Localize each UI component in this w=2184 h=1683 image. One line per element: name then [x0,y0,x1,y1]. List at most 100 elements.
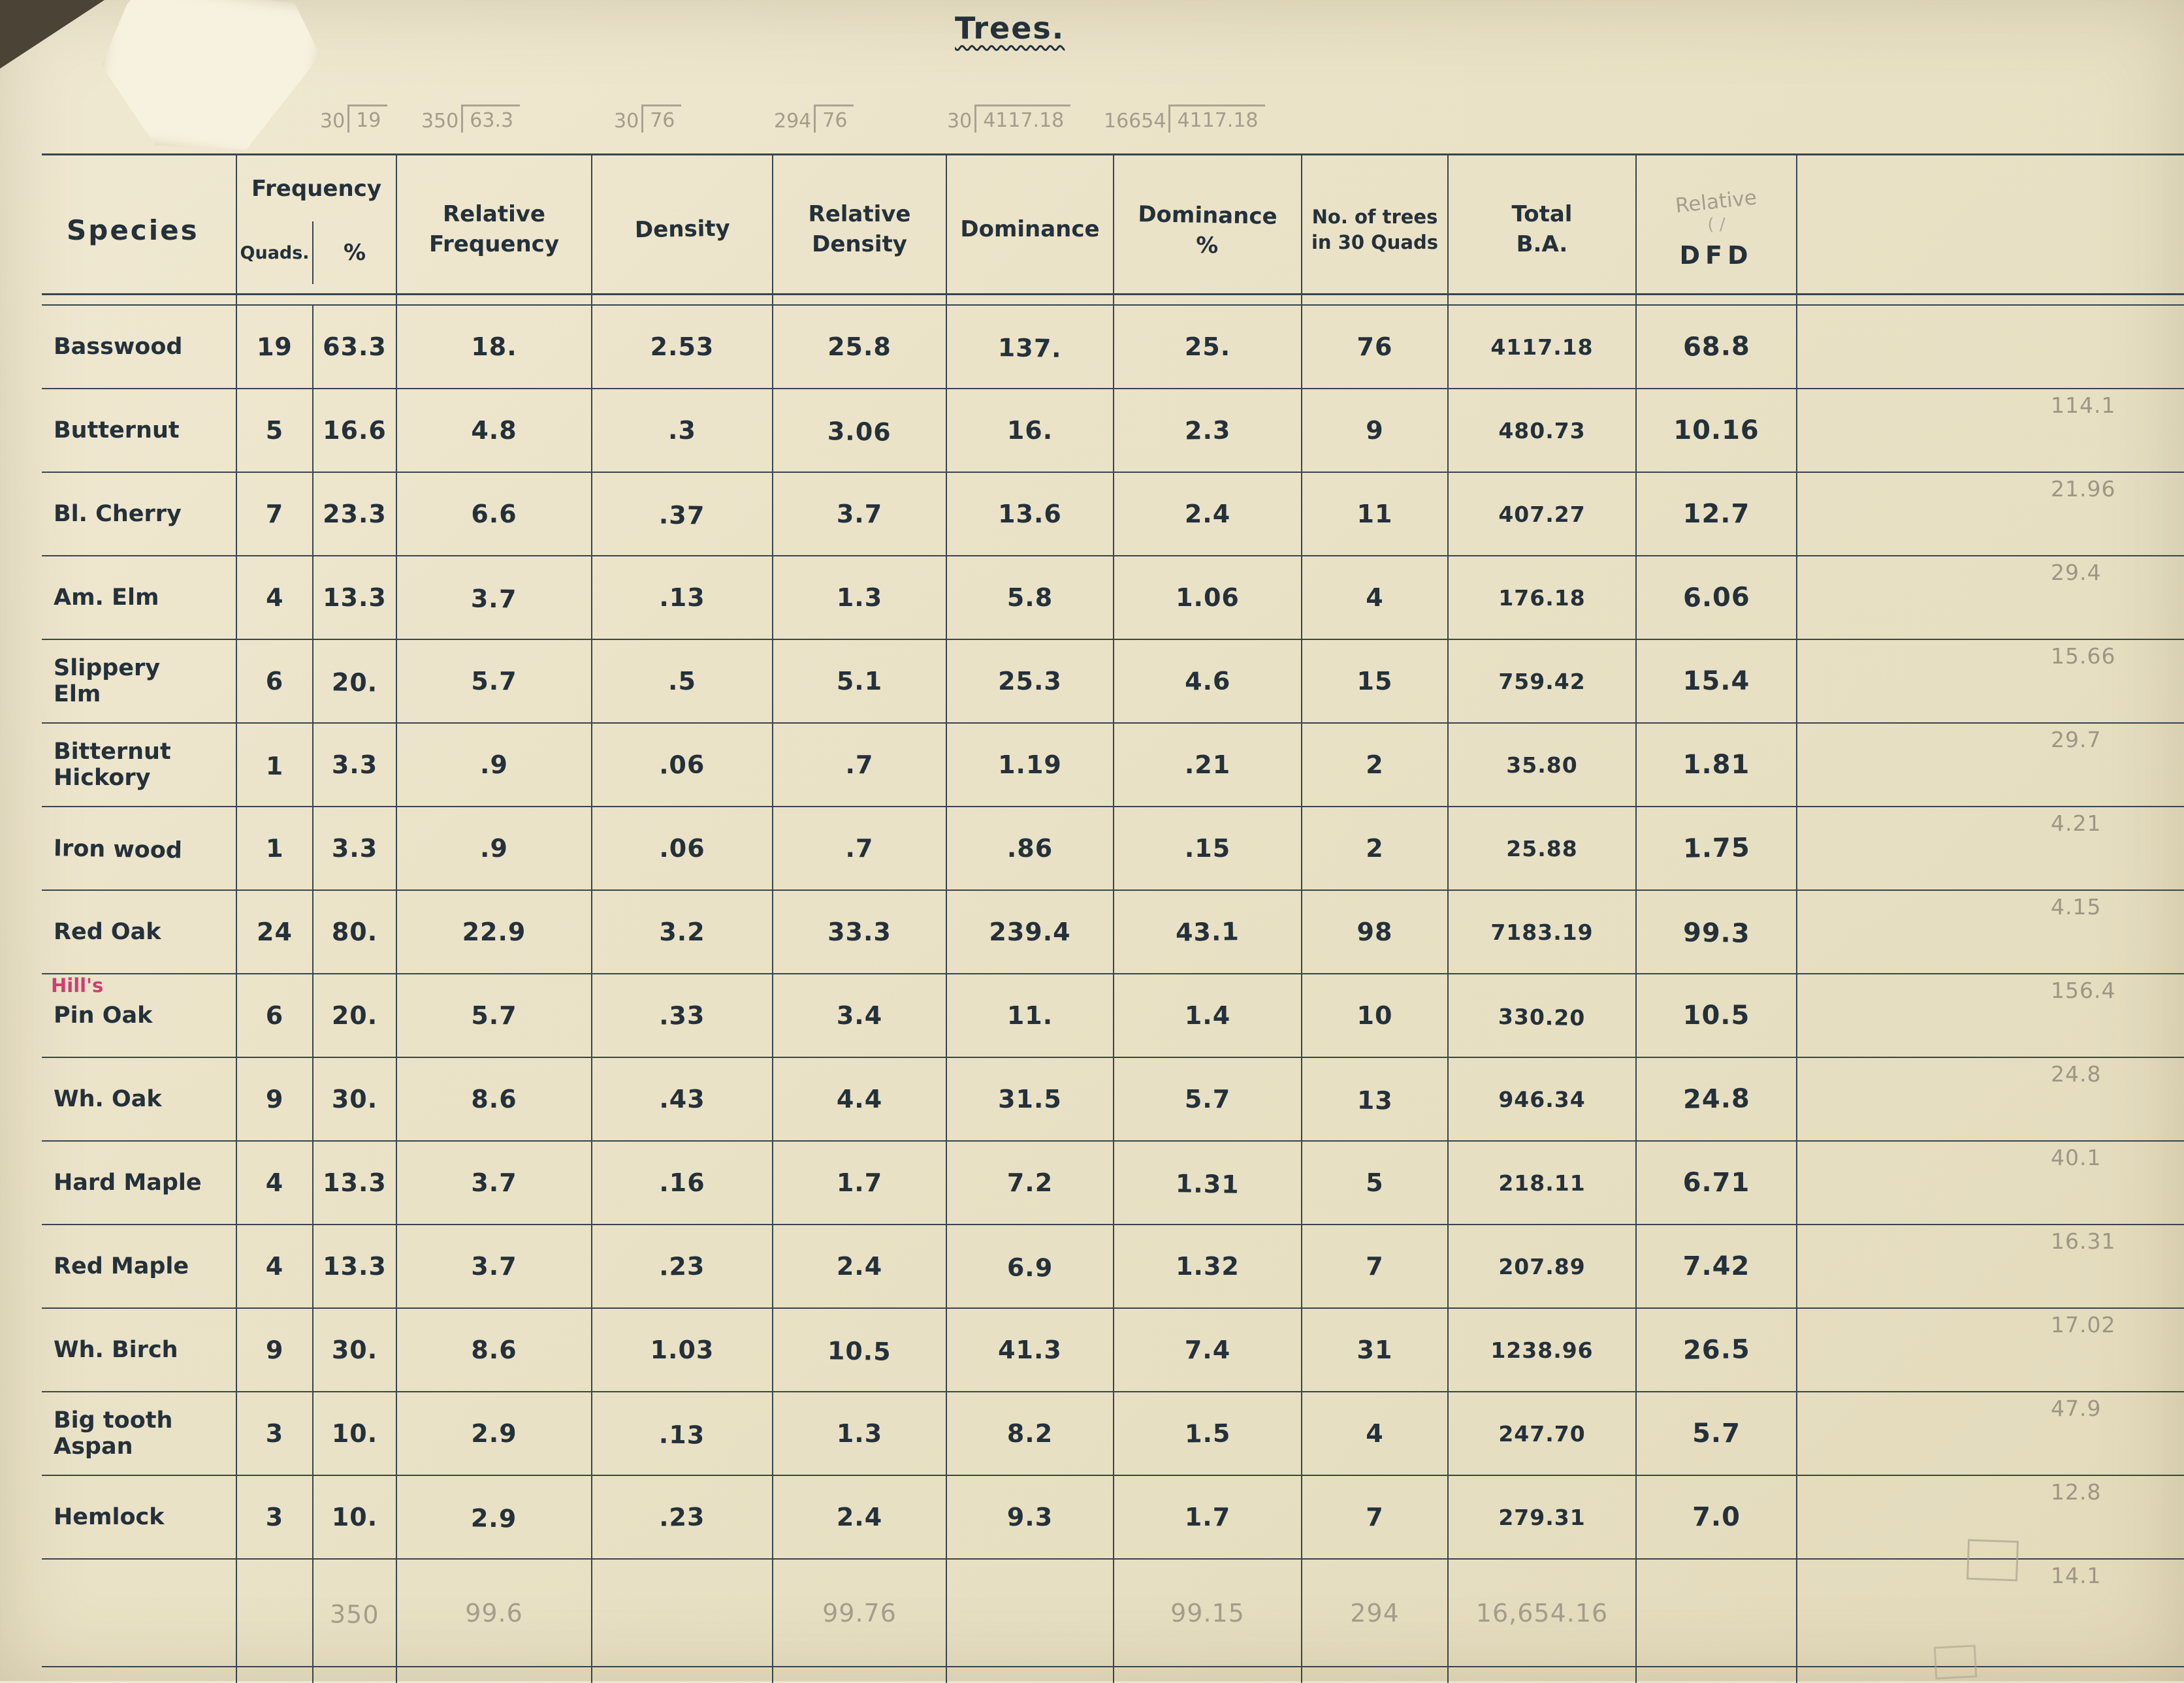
density-cell: 1.03 [592,1309,773,1392]
empty-cell [1797,640,2184,724]
pct-cell: 13.3 [313,1142,397,1225]
total-ba-cell: 247.70 [1449,1392,1637,1476]
torn-corner [0,0,104,69]
density-cell: .13 [592,556,773,640]
dominance-pct-cell: 1.5 [1114,1392,1302,1476]
empty-cell [1797,1225,2184,1309]
pencil-division-note: 30 19 [320,104,388,133]
dfd-cell: 10.5 [1637,974,1797,1058]
quads-cell: 3 [237,1476,313,1560]
dominance-cell: 239.4 [947,891,1114,974]
density-cell: .06 [592,807,773,891]
empty-cell [1797,389,2184,473]
tree-count-cell: 4 [1302,1392,1449,1476]
empty-cell [1797,724,2184,807]
dfd-cell: 1.75 [1637,807,1797,891]
rel-frequency-cell: 8.6 [397,1058,592,1142]
pct-cell: 16.6 [313,389,397,473]
pct-cell: 3.3 [313,724,397,807]
dominance-cell: 16. [947,389,1114,473]
pct-cell: 30. [313,1058,397,1142]
totals-dominance-pct-cell: 99.15 [1114,1560,1302,1667]
empty-cell [1797,974,2184,1058]
empty-cell [1797,891,2184,974]
pct-cell: 13.3 [313,1225,397,1309]
total-ba-cell: 1238.96 [1449,1309,1637,1392]
totals-quads-cell [237,1560,313,1667]
total-ba-cell: 480.73 [1449,389,1637,473]
empty-cell [1797,1142,2184,1225]
dfd-cell: 10.16 [1637,389,1797,473]
paper-tear [91,0,327,167]
dominance-pct-cell: 1.4 [1114,974,1302,1058]
species-cell: Red Oak [42,891,237,974]
empty-cell [1797,1476,2184,1560]
dfd-cell: 6.06 [1637,556,1797,640]
tree-count-cell: 76 [1302,306,1449,389]
pct-cell: 3.3 [313,807,397,891]
dominance-pct-cell: 2.4 [1114,473,1302,556]
pct-cell: 20. [313,640,397,724]
species-cell: Hemlock [42,1476,237,1560]
density-cell: .06 [592,724,773,807]
dfd-cell: 24.8 [1637,1058,1797,1142]
margin-note: 114.1 [2051,393,2116,418]
dominance-pct-cell: 1.7 [1114,1476,1302,1560]
edge-cell [1114,1667,1302,1683]
pct-cell: 23.3 [313,473,397,556]
edge-cell [313,1667,397,1683]
species-cell: Big tooth Aspan [42,1392,237,1476]
margin-note: 21.96 [2051,476,2116,502]
quads-cell: 9 [237,1309,313,1392]
density-cell: .43 [592,1058,773,1142]
quads-cell: 1 [237,724,313,807]
tree-count-cell: 7 [1302,1225,1449,1309]
rel-frequency-cell: 2.9 [397,1392,592,1476]
density-cell: 2.53 [592,306,773,389]
dominance-cell: 25.3 [947,640,1114,724]
dfd-cell: 15.4 [1637,640,1797,724]
dfd-cell: 6.71 [1637,1142,1797,1225]
totals-pct-cell: 350 [313,1560,397,1667]
rel-density-cell: 4.4 [773,1058,947,1142]
dominance-pct-cell: 4.6 [1114,640,1302,724]
species-data-table: Species Frequency Quads. % Relative Freq… [42,153,2184,1683]
species-cell: Basswood [42,306,237,389]
edge-cell [1302,1667,1449,1683]
tree-count-cell: 5 [1302,1142,1449,1225]
dominance-pct-cell: 2.3 [1114,389,1302,473]
quads-cell: 7 [237,473,313,556]
margin-note: 24.8 [2051,1061,2102,1087]
header-frequency-pct: % [312,221,396,285]
pencil-relative-note: Relative [1674,185,1759,218]
rel-frequency-cell: 18. [397,306,592,389]
dfd-cell: 12.7 [1637,473,1797,556]
species-cell: Red Maple [42,1225,237,1309]
rel-frequency-cell: 2.9 [397,1476,592,1560]
totals-species-cell [42,1560,237,1667]
quads-cell: 19 [237,306,313,389]
rel-frequency-cell: 4.8 [397,389,592,473]
pencil-division-note: 30 76 [614,104,682,133]
edge-cell [42,1667,237,1683]
tree-count-cell: 9 [1302,389,1449,473]
dominance-cell: 41.3 [947,1309,1114,1392]
rel-density-cell: 3.7 [773,473,947,556]
rel-density-cell: 1.3 [773,556,947,640]
rel-density-cell: 3.4 [773,974,947,1058]
dominance-cell: 8.2 [947,1392,1114,1476]
species-cell: Wh. Birch [42,1309,237,1392]
density-cell: .16 [592,1142,773,1225]
total-ba-cell: 946.34 [1449,1058,1637,1142]
density-cell: .33 [592,974,773,1058]
dfd-cell: 7.0 [1637,1476,1797,1560]
pencil-marks: ( / [1707,215,1726,234]
dominance-cell: 9.3 [947,1476,1114,1560]
dfd-cell: 68.8 [1637,306,1797,389]
tree-count-cell: 13 [1302,1058,1449,1142]
quads-cell: 1 [237,807,313,891]
density-cell: .13 [592,1392,773,1476]
quads-cell: 9 [237,1058,313,1142]
rel-frequency-cell: 5.7 [397,640,592,724]
pencil-division-note: 294 76 [774,104,854,133]
